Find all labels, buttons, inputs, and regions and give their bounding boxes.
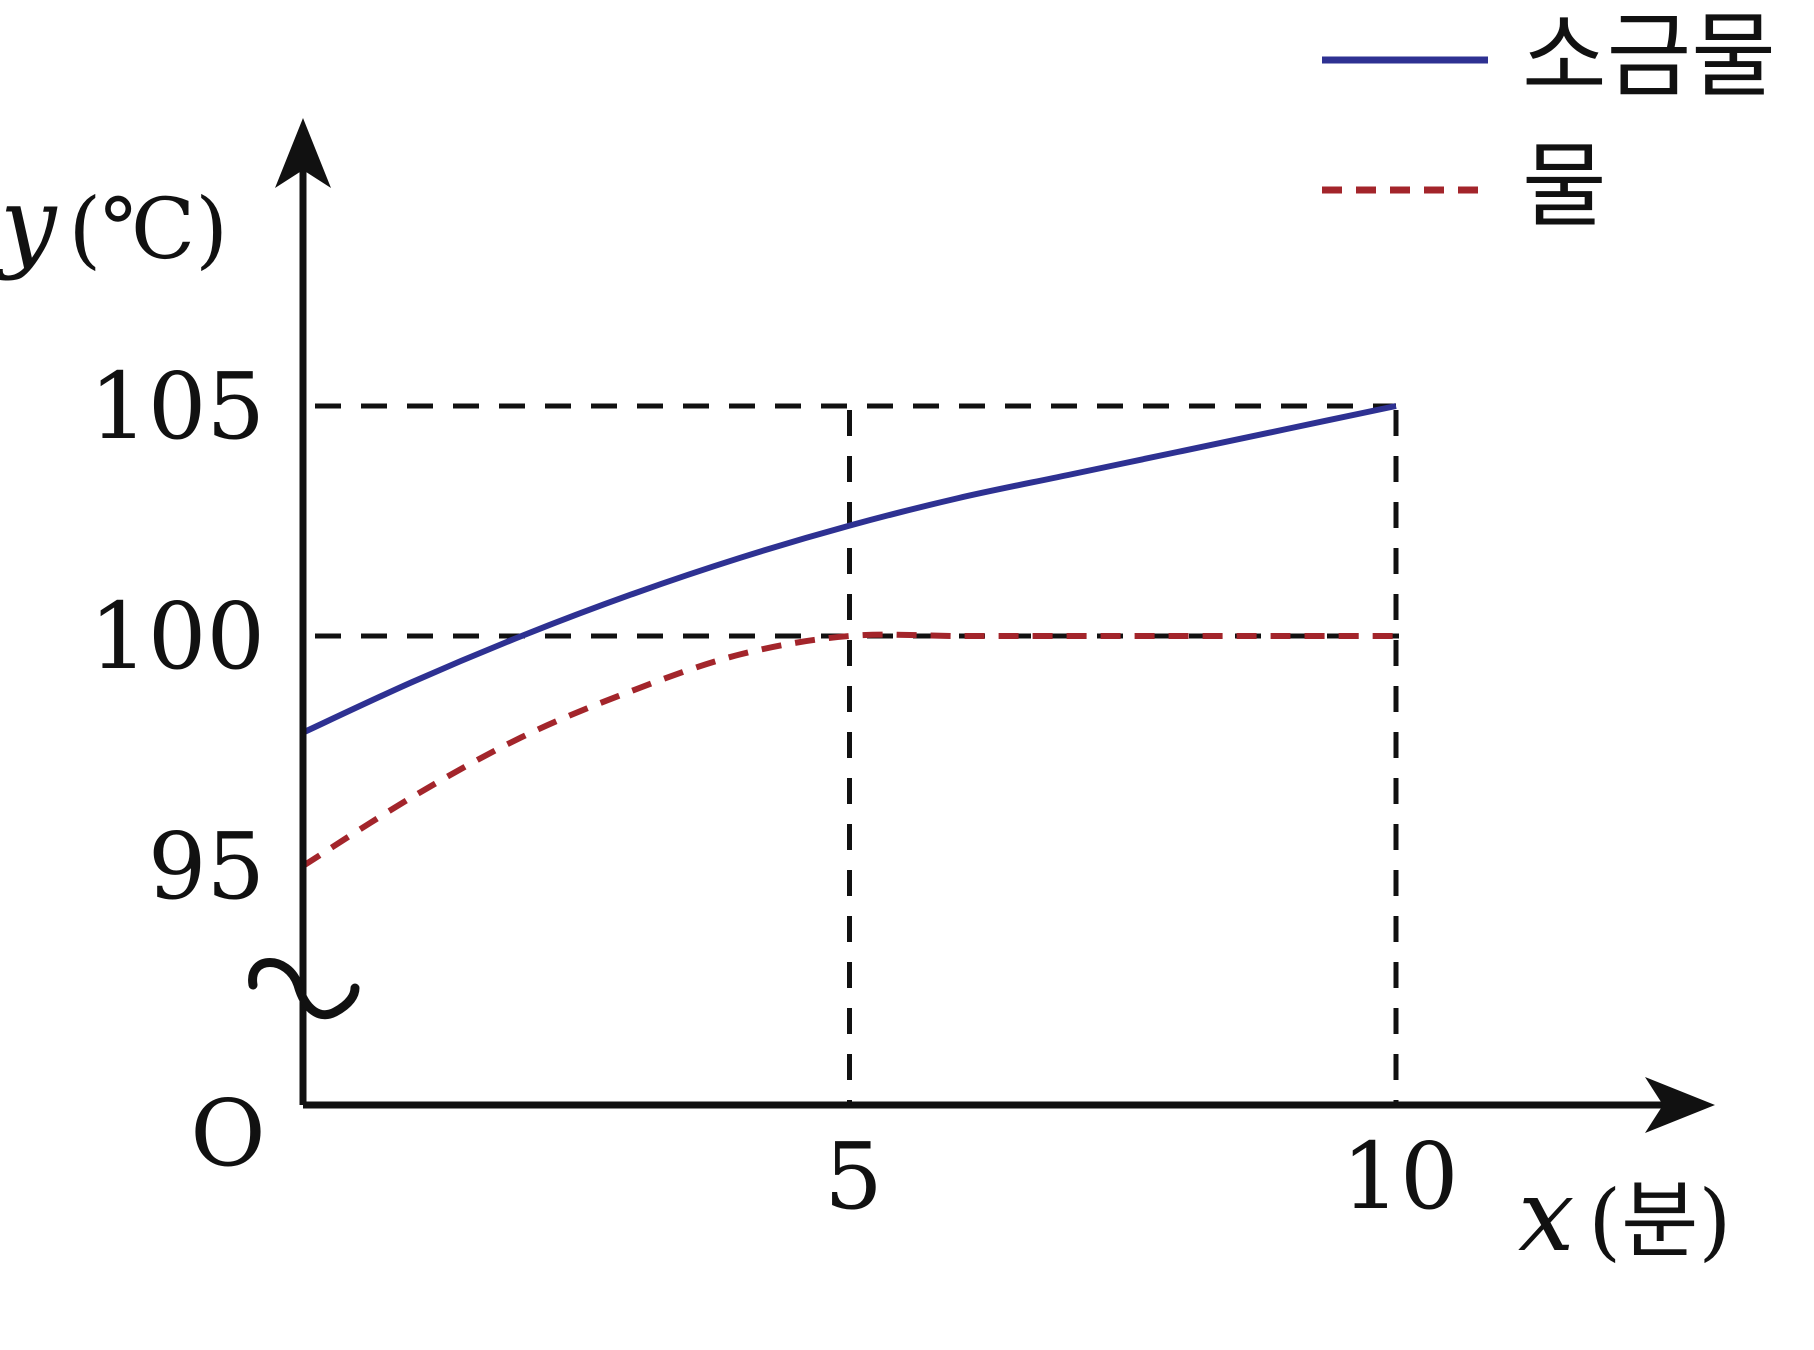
tick-labels: 95 100 105 5 10 [89, 353, 1458, 1230]
y-axis-unit: (℃) [69, 180, 229, 278]
y-axis-arrow [275, 118, 331, 188]
y-tick-label-105: 105 [89, 353, 265, 460]
legend-label-saltwater: 소금물 [1522, 3, 1776, 110]
y-tick-label-100: 100 [89, 583, 265, 690]
x-axis-arrow [1645, 1077, 1715, 1133]
y-tick-label-95: 95 [148, 813, 265, 920]
legend-label-water: 물 [1522, 133, 1607, 240]
x-axis-unit: (분) [1588, 1172, 1731, 1270]
origin-label: O [190, 1080, 265, 1187]
x-axis-var: x [1518, 1157, 1574, 1274]
x-axis-title: x (분) [1518, 1157, 1731, 1274]
series-layer [301, 403, 1397, 869]
legend: 소금물 물 [1322, 3, 1776, 240]
axis-break-icon [248, 958, 360, 1020]
reference-lines [315, 403, 1404, 1105]
series-line-water [301, 631, 1396, 869]
y-axis-title: y (℃) [0, 165, 228, 282]
y-axis-var: y [0, 165, 58, 282]
x-tick-label-10: 10 [1341, 1123, 1458, 1230]
x-tick-label-5: 5 [824, 1123, 883, 1230]
series-line-saltwater [301, 403, 1397, 736]
